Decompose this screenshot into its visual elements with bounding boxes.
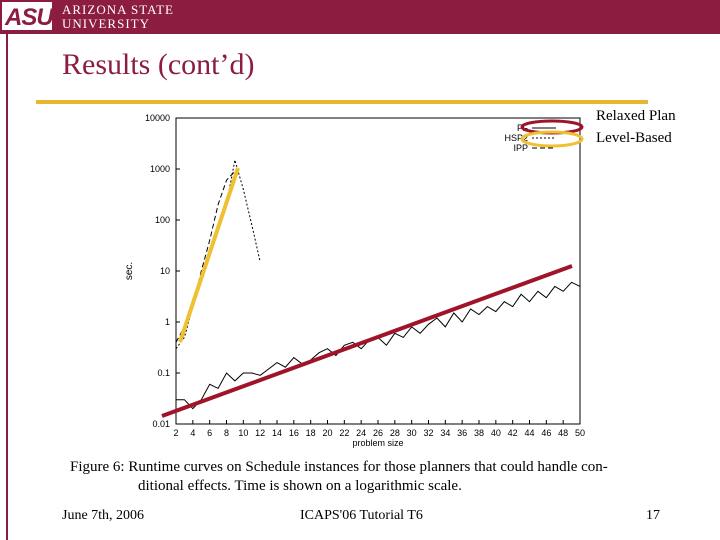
y-axis-label: sec.	[124, 262, 135, 280]
y-tick-label: 1000	[150, 164, 170, 174]
x-tick-label: 40	[491, 428, 501, 438]
y-tick-label: 10000	[145, 113, 170, 123]
x-tick-label: 48	[558, 428, 568, 438]
x-tick-label: 30	[407, 428, 417, 438]
x-tick-label: 28	[390, 428, 400, 438]
x-tick-label: 8	[224, 428, 229, 438]
asu-logo-text: ASU	[5, 4, 54, 31]
x-tick-label: 18	[306, 428, 316, 438]
title-rule	[36, 100, 648, 104]
y-tick-label: 1	[165, 317, 170, 327]
y-axis-ticks: 10000 1000 100 10 1 0.1 0.01	[145, 113, 180, 429]
x-tick-label: 16	[289, 428, 299, 438]
y-tick-label: 100	[155, 215, 170, 225]
trend-line-yellow	[178, 167, 240, 343]
caption-line2: ditional effects. Time is shown on a log…	[138, 478, 462, 494]
y-tick-label: 10	[160, 266, 170, 276]
series-line-ipp	[175, 170, 236, 343]
x-tick-label: 38	[474, 428, 484, 438]
caption-line1: Runtime curves on Schedule instances for…	[128, 459, 608, 475]
x-tick-label: 6	[207, 428, 212, 438]
trend-line-red	[161, 264, 573, 418]
footer-venue: ICAPS'06 Tutorial T6	[300, 508, 423, 523]
x-tick-label: 32	[423, 428, 433, 438]
y-tick-label: 0.1	[157, 368, 170, 378]
footer-date: June 7th, 2006	[62, 508, 145, 523]
highlight-ellipse-yellow	[520, 130, 584, 148]
x-tick-label: 44	[524, 428, 534, 438]
annotation-relaxed-plan: Relaxed Plan	[596, 108, 676, 124]
x-axis-ticks: 2 4 6 8 10 12 14 16 18 20 22 24 26 28 30 32 34 36 38 40 42 44…	[173, 420, 585, 438]
x-tick-label: 42	[508, 428, 518, 438]
footer-page-number: 17	[646, 508, 660, 523]
x-tick-label: 46	[541, 428, 551, 438]
university-name-line1: ARIZONA STATE	[62, 2, 174, 17]
header-bar: ASU ARIZONA STATE UNIVERSITY	[0, 0, 720, 34]
x-tick-label: 24	[356, 428, 366, 438]
x-tick-label: 14	[272, 428, 282, 438]
x-tick-label: 20	[322, 428, 332, 438]
x-axis-label: problem size	[352, 438, 403, 448]
x-tick-label: 2	[173, 428, 178, 438]
x-tick-label: 10	[238, 428, 248, 438]
x-tick-label: 36	[457, 428, 467, 438]
x-tick-label: 4	[190, 428, 195, 438]
legend-label: IPP	[513, 143, 528, 153]
annotation-level-based: Level-Based	[596, 130, 672, 146]
left-rule	[6, 34, 8, 540]
slide-title: Results (cont’d)	[62, 48, 255, 81]
y-tick-label: 0.01	[152, 419, 170, 429]
figure-caption: Figure 6: Runtime curves on Schedule ins…	[70, 458, 650, 496]
asu-logo: ASU	[2, 2, 54, 31]
x-tick-label: 50	[575, 428, 585, 438]
legend-label: HSP2	[504, 133, 528, 143]
x-tick-label: 34	[440, 428, 450, 438]
university-name-line2: UNIVERSITY	[62, 16, 150, 31]
x-tick-label: 22	[339, 428, 349, 438]
x-tick-label: 26	[373, 428, 383, 438]
plot-area	[175, 117, 581, 425]
x-tick-label: 12	[255, 428, 265, 438]
caption-label: Figure 6:	[70, 459, 125, 475]
